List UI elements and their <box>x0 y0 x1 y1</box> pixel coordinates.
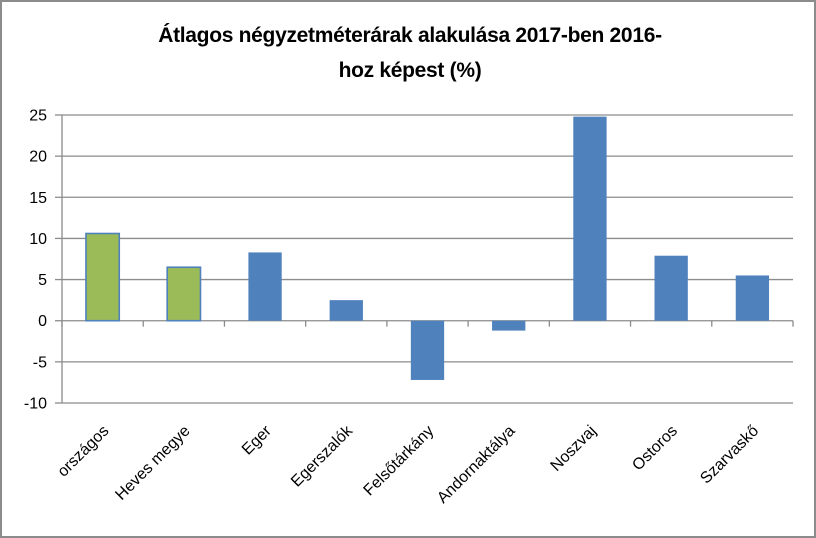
bar-Noszvaj <box>573 116 607 321</box>
x-axis-label-Noszvaj: Noszvaj <box>548 423 600 475</box>
x-axis-label-Andornaktálya: Andornaktálya <box>434 422 518 506</box>
chart-title-line-1: Átlagos négyzetméterárak alakulása 2017-… <box>158 24 662 47</box>
x-axis-label-Heves megye: Heves megye <box>112 422 193 503</box>
bar-Felsőtárkány <box>410 320 445 380</box>
x-axis-label-Szarvaskő: Szarvaskő <box>697 422 762 487</box>
y-axis-label-20: 20 <box>29 149 47 166</box>
y-axis-label-10: 10 <box>29 231 47 248</box>
bar-Egerszalók <box>329 300 363 321</box>
y-axis-label--5: -5 <box>33 354 47 371</box>
x-axis-label-Eger: Eger <box>239 422 275 458</box>
bar-Andornaktálya <box>492 320 526 331</box>
bar-országos <box>85 232 121 322</box>
bar-Eger <box>248 252 282 321</box>
bar-Ostoros <box>654 255 688 321</box>
x-axis-label-Egerszalók: Egerszalók <box>288 422 357 491</box>
y-axis-label-5: 5 <box>38 272 47 289</box>
x-axis-label-Ostoros: Ostoros <box>629 423 681 475</box>
y-axis-label-25: 25 <box>29 108 47 125</box>
chart-title: Átlagos négyzetméterárak alakulása 2017-… <box>17 18 803 88</box>
x-axis-label-Felsőtárkány: Felsőtárkány <box>361 423 438 500</box>
chart-title-line-2: hoz képest (%) <box>338 59 482 82</box>
bar-Szarvaskő <box>735 275 770 321</box>
y-axis-label-15: 15 <box>29 190 47 207</box>
y-axis-label-0: 0 <box>38 313 47 330</box>
x-axis-label-országos: országos <box>55 423 113 481</box>
y-axis-label--10: -10 <box>24 396 47 413</box>
bar-Heves megye <box>166 266 202 322</box>
